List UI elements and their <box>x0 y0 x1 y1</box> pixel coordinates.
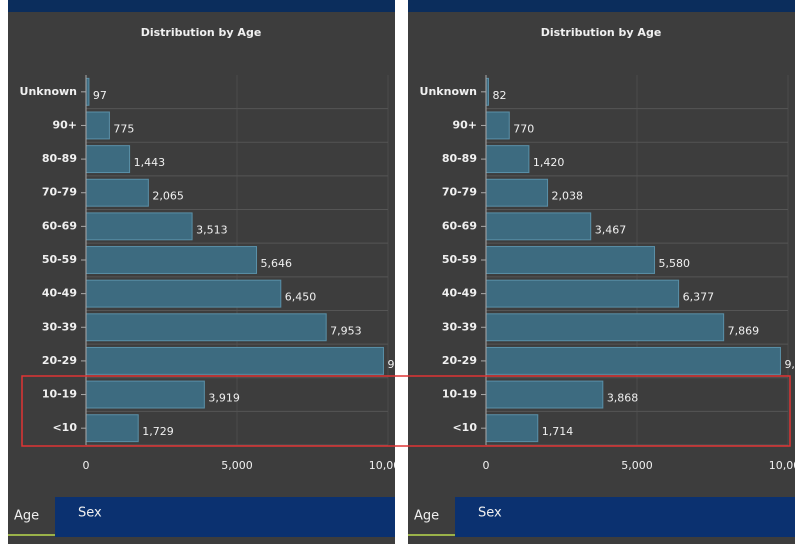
y-tick-label: 70-79 <box>42 186 77 199</box>
y-tick-label: 20-29 <box>442 354 477 367</box>
x-tick-label: 5,000 <box>221 459 253 472</box>
y-tick-label: 40-49 <box>442 287 477 300</box>
bar <box>85 414 139 443</box>
y-tick-label: Unknown <box>420 85 477 98</box>
bar <box>85 279 282 308</box>
bar <box>485 346 781 375</box>
x-tick-label: 10,000 <box>769 459 800 472</box>
bar <box>85 212 193 241</box>
value-label: 3,868 <box>607 392 639 405</box>
chart-title: Distribution by Age <box>541 26 662 39</box>
x-tick-label: 0 <box>83 459 90 472</box>
value-label: 2,038 <box>552 190 584 203</box>
value-label: 3,513 <box>196 223 228 236</box>
value-label: 1,729 <box>142 425 174 438</box>
top-bar <box>408 0 795 12</box>
value-label: 6,377 <box>683 291 715 304</box>
value-label: 1,443 <box>134 156 166 169</box>
panel: Distribution by Age 0 5,000 10,000 Unknown 97… <box>8 0 419 544</box>
value-label: 7,869 <box>728 324 760 337</box>
tab[interactable]: Age <box>14 509 39 524</box>
bar <box>485 313 725 342</box>
y-tick-label: 60-69 <box>42 219 77 232</box>
x-tick-label: 10,000 <box>369 459 408 472</box>
x-tick-label: 0 <box>483 459 490 472</box>
tab-bar <box>8 497 395 537</box>
y-tick-label: <10 <box>452 421 477 434</box>
value-label: 5,580 <box>659 257 691 270</box>
y-tick-label: 10-19 <box>42 388 77 401</box>
value-label: 2,065 <box>152 190 184 203</box>
y-tick-label: 90+ <box>452 118 477 131</box>
y-tick-label: 80-89 <box>42 152 77 165</box>
bar <box>485 111 510 140</box>
bar <box>485 212 592 241</box>
bar <box>85 380 205 409</box>
y-tick-label: 40-49 <box>42 287 77 300</box>
bar <box>485 414 539 443</box>
bar <box>85 246 258 274</box>
y-tick-label: 10-19 <box>442 388 477 401</box>
tab[interactable]: Sex <box>78 506 102 521</box>
y-tick-label: <10 <box>52 421 77 434</box>
bar <box>485 145 530 174</box>
bar <box>485 279 680 308</box>
value-label: 1,420 <box>533 156 565 169</box>
value-label: 3,467 <box>595 223 627 236</box>
value-label: 1,714 <box>542 425 574 438</box>
tab-active[interactable] <box>408 497 455 537</box>
value-label: 97 <box>93 89 107 102</box>
value-label: 770 <box>513 122 534 135</box>
y-tick-label: 60-69 <box>442 219 477 232</box>
bar <box>485 246 656 274</box>
panel: Distribution by Age 0 5,000 10,000 Unknown 82… <box>408 0 800 544</box>
y-tick-label: Unknown <box>20 85 77 98</box>
tab[interactable]: Sex <box>478 506 502 521</box>
top-bar <box>8 0 395 12</box>
tab-bar <box>408 497 795 537</box>
chart-title: Distribution by Age <box>141 26 262 39</box>
bar <box>85 313 327 342</box>
value-label: 6,450 <box>285 291 317 304</box>
tab-active[interactable] <box>8 497 55 537</box>
bar <box>85 346 384 375</box>
value-label: 5,646 <box>261 257 293 270</box>
value-label: 3,919 <box>208 392 240 405</box>
bar <box>485 178 549 207</box>
y-tick-label: 80-89 <box>442 152 477 165</box>
y-tick-label: 30-39 <box>42 320 77 333</box>
y-tick-label: 90+ <box>52 118 77 131</box>
value-label: 82 <box>492 89 506 102</box>
y-tick-label: 20-29 <box>42 354 77 367</box>
x-tick-label: 5,000 <box>621 459 653 472</box>
bar <box>485 380 604 409</box>
value-label: 9,750 <box>784 358 800 371</box>
y-tick-label: 30-39 <box>442 320 477 333</box>
tab[interactable]: Age <box>414 509 439 524</box>
value-label: 775 <box>113 122 134 135</box>
y-tick-label: 70-79 <box>442 186 477 199</box>
highlight-box <box>21 375 791 447</box>
bar <box>85 111 110 140</box>
bar <box>85 145 131 174</box>
y-tick-label: 50-59 <box>442 253 477 266</box>
y-tick-label: 50-59 <box>42 253 77 266</box>
value-label: 7,953 <box>330 324 362 337</box>
bar <box>85 178 149 207</box>
value-label: 9,850 <box>387 358 419 371</box>
